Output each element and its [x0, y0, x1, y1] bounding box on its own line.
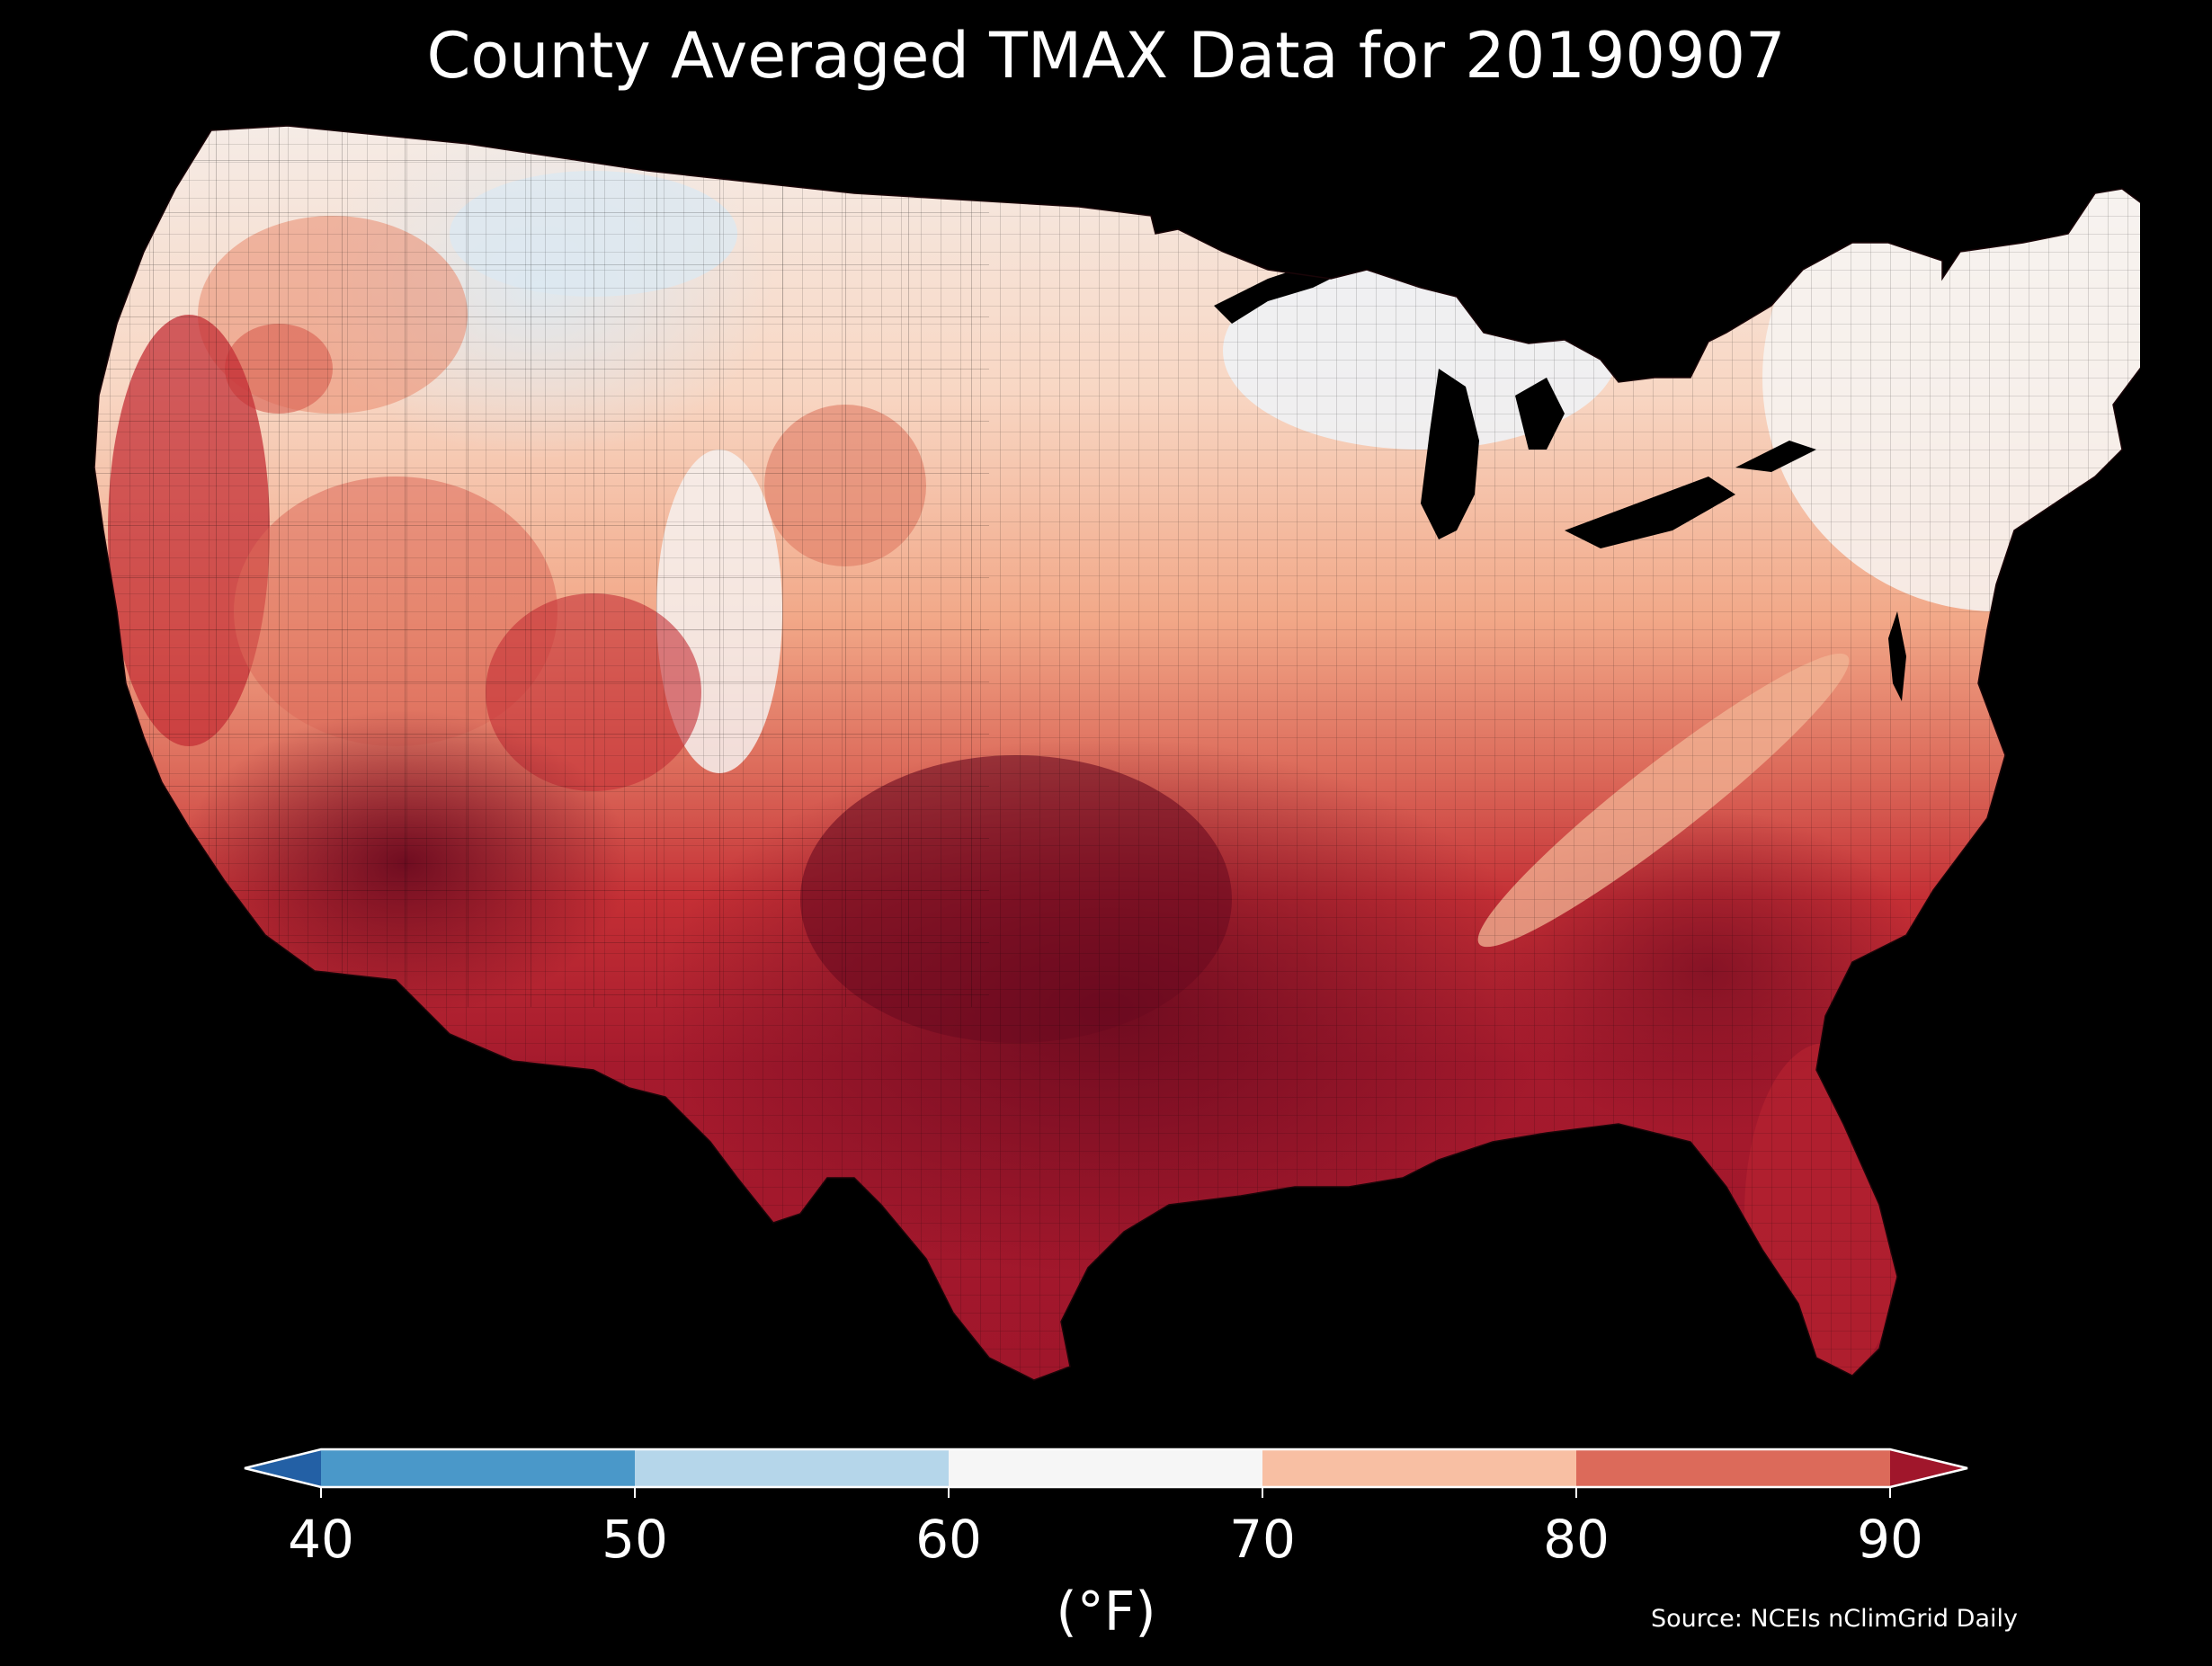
- colorbar-bin-60-70: [949, 1449, 1262, 1487]
- colorbar-tick-label: 70: [1229, 1509, 1296, 1570]
- colorbar-tick-label: 50: [602, 1509, 668, 1570]
- colorbar-outline: [244, 1448, 1968, 1489]
- colorbar-bin-50-60: [635, 1449, 949, 1487]
- colorbar-tick-label: 90: [1857, 1509, 1923, 1570]
- colorbar-tick-label: 80: [1543, 1509, 1610, 1570]
- colorbar-tick-label: 40: [288, 1509, 354, 1570]
- colorbar-over-extension: [1890, 1449, 1967, 1487]
- source-credit: Source: NCEIs nClimGrid Daily: [1651, 1605, 2018, 1633]
- great-lakes: [1214, 261, 1906, 701]
- us-county-map: [90, 108, 2140, 1385]
- us-county-map-svg: [94, 125, 2140, 1381]
- county-fill-layer: [94, 126, 2140, 1380]
- colorbar-bin-80-90: [1576, 1449, 1890, 1487]
- colorbar-tick-label: 60: [915, 1509, 982, 1570]
- map-title: County Averaged TMAX Data for 20190907: [426, 19, 1786, 93]
- colorbar-unit-label: (°F): [1056, 1581, 1156, 1644]
- colorbar-bin-70-80: [1262, 1449, 1576, 1487]
- colorbar-under-extension: [245, 1449, 321, 1487]
- colorbar-bin-40-50: [321, 1449, 635, 1487]
